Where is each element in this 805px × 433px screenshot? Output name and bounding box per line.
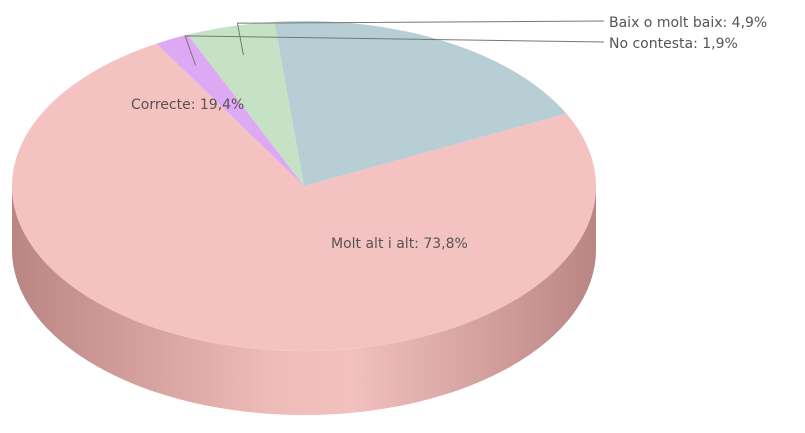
pie-slice-no-contesta (156, 34, 304, 186)
pie-slice-molt-alt (11, 43, 596, 351)
slice-label-no-contesta: No contesta: 1,9% (609, 36, 738, 52)
leader-line-no-contesta (184, 35, 605, 66)
slice-label-correcte: Correcte: 19,4% (131, 97, 244, 113)
pie-slice-baix (187, 21, 304, 186)
leader-line-baix (236, 20, 605, 56)
leader-lines (184, 20, 605, 66)
pie-side-molt-alt (12, 186, 596, 415)
pie-side-wall (12, 186, 596, 415)
pie-top (11, 21, 596, 351)
slice-label-baix: Baix o molt baix: 4,9% (609, 15, 767, 31)
slice-label-molt-alt: Molt alt i alt: 73,8% (331, 236, 468, 252)
pie-slice-correcte (274, 21, 567, 186)
